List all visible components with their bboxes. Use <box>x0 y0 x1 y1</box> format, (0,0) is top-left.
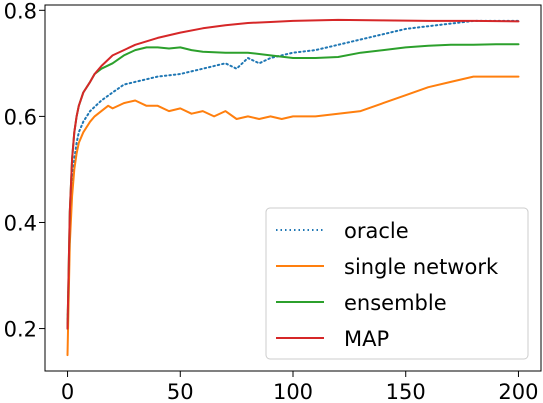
series-line-oracle <box>66 19 520 330</box>
x-tick-label: 0 <box>61 380 74 403</box>
series-layer <box>66 18 520 357</box>
legend-label-oracle: oracle <box>344 219 409 243</box>
series-line-single-network <box>66 75 520 357</box>
x-tick-label: 200 <box>498 380 538 403</box>
legend-label-ensemble: ensemble <box>344 291 447 315</box>
legend-label-single-network: single network <box>344 255 499 279</box>
series-line-map <box>66 18 520 330</box>
legend-label-map: MAP <box>344 327 389 351</box>
x-tick-label: 100 <box>273 380 313 403</box>
legend: oracle single network ensemble MAP <box>265 207 529 360</box>
ticks-layer: 0 50 100 150 200 0.2 0.4 0.6 0.8 <box>4 0 539 403</box>
legend-box <box>265 207 529 360</box>
x-tick-label: 150 <box>386 380 426 403</box>
y-tick-label: 0.2 <box>4 318 37 342</box>
y-tick-label: 0.4 <box>4 211 37 235</box>
x-tick-label: 50 <box>167 380 194 403</box>
y-tick-label: 0.6 <box>4 105 37 129</box>
y-tick-label: 0.8 <box>4 0 37 23</box>
